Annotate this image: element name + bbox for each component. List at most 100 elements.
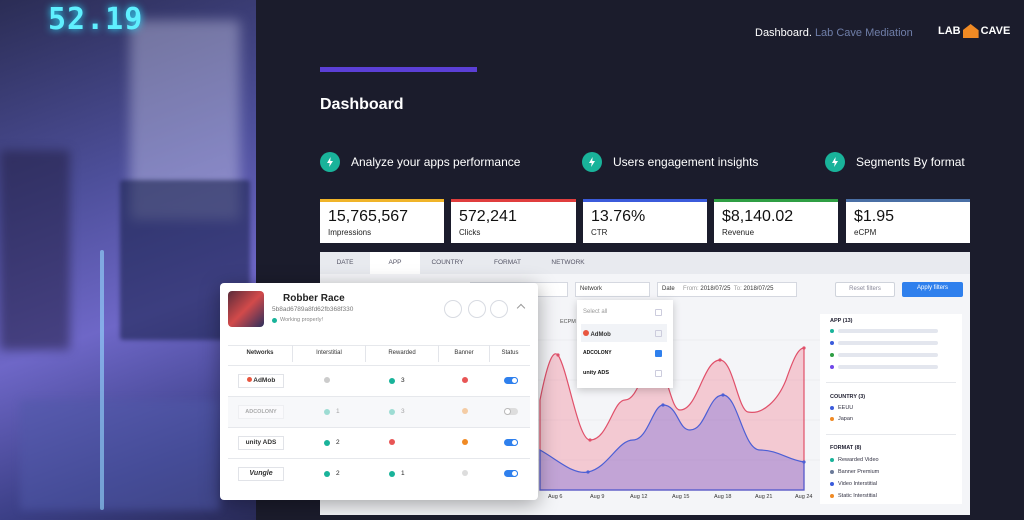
app-status: Working properly!: [272, 317, 323, 323]
sidebar-row: Banner Premium: [830, 469, 879, 475]
count: 2: [336, 439, 340, 446]
dot: [389, 377, 395, 384]
table-header: [228, 345, 530, 362]
circle: [588, 438, 592, 442]
tab[interactable]: NETWORK: [551, 259, 585, 266]
i: [504, 408, 511, 415]
blue-area: [539, 394, 805, 491]
checkbox[interactable]: [655, 370, 662, 377]
dot: [462, 408, 468, 414]
dropdown-hover: [581, 324, 667, 342]
date-filter[interactable]: Date From: 2018/07/25 To: 2018/07/25: [657, 282, 797, 297]
table-row: ADCOLONY 1 3: [228, 396, 530, 427]
photo-keyboard: [20, 400, 220, 510]
stat-value: 15,765,567: [328, 208, 409, 225]
dropdown-item[interactable]: Select all: [583, 309, 608, 315]
format: Static Interstitial: [838, 493, 877, 499]
stat-card: 572,241 Clicks: [451, 199, 576, 243]
tab[interactable]: COUNTRY: [431, 259, 464, 266]
dropdown-item[interactable]: ADCOLONY: [583, 350, 612, 356]
gbar: [838, 365, 938, 369]
i: [832, 157, 838, 167]
date-label: Date: [662, 286, 675, 292]
dropdown-item[interactable]: unity ADS: [583, 370, 610, 376]
table-row: AdMob 3: [228, 365, 530, 396]
status-toggle[interactable]: [504, 439, 518, 446]
i: [511, 377, 518, 384]
tab[interactable]: APP: [370, 252, 420, 274]
feature-icon: [582, 152, 602, 172]
dot: [324, 439, 330, 446]
dot: [389, 439, 395, 445]
feature: Users engagement insights: [582, 152, 758, 172]
stat-value: 572,241: [459, 208, 517, 225]
network-logo: Vungle: [238, 467, 284, 481]
checkbox[interactable]: [655, 330, 662, 337]
photo-clock: 52.19: [48, 2, 144, 37]
status-toggle[interactable]: [504, 377, 518, 384]
logo[interactable]: LAB CAVE: [938, 24, 1010, 38]
x-label: Aug 24: [795, 494, 813, 500]
checkbox-checked[interactable]: [655, 350, 662, 357]
interstitial-cell: 1: [324, 408, 340, 415]
dot: [389, 408, 395, 415]
dot: [830, 353, 834, 357]
rewarded-cell: 3: [389, 377, 405, 384]
stat-card: 13.76% CTR: [583, 199, 707, 243]
app-card: Robber Race 5b8ad6789a8fd62fb368f330 Wor…: [220, 283, 538, 500]
network-dropdown: Select all AdMob ADCOLONY unity ADS: [577, 300, 673, 388]
dropdown-text: AdMob: [590, 332, 611, 338]
circle: [556, 353, 560, 357]
sidebar-row: Static Interstitial: [830, 493, 877, 499]
i: [589, 157, 595, 167]
settings-button[interactable]: [490, 300, 508, 318]
stats-button[interactable]: [468, 300, 486, 318]
status-toggle[interactable]: [504, 470, 518, 477]
banner-cell: [462, 470, 468, 476]
banner-cell: [462, 439, 468, 445]
apply-button[interactable]: Apply filters: [902, 282, 963, 297]
network-logo: unity ADS: [238, 436, 284, 450]
dropdown-item[interactable]: AdMob: [583, 330, 611, 338]
format: Rewarded Video: [838, 457, 879, 463]
sidebar-row: Video Interstitial: [830, 481, 877, 487]
dot: [272, 317, 277, 323]
photo-glow: [100, 250, 104, 510]
sidebar-row: Rewarded Video: [830, 457, 879, 463]
from-date: 2018/07/25: [700, 286, 731, 292]
network-select[interactable]: Network: [575, 282, 650, 297]
section-title: APP (13): [830, 318, 853, 324]
divider: [826, 382, 956, 383]
tab[interactable]: DATE: [336, 259, 354, 266]
dot: [830, 329, 834, 333]
dot: [324, 408, 330, 415]
table-row: unity ADS 2: [228, 427, 530, 458]
dot: [830, 341, 834, 345]
section-title: FORMAT (8): [830, 445, 862, 451]
rewarded-cell: 3: [389, 408, 405, 415]
dot: [830, 458, 834, 462]
collapse-icon[interactable]: [516, 303, 526, 313]
reset-button[interactable]: Reset filters: [835, 282, 895, 297]
stat-card: 15,765,567 Impressions: [320, 199, 444, 243]
format: Banner Premium: [838, 469, 880, 475]
stat-card: $8,140.02 Revenue: [714, 199, 838, 243]
dot: [246, 377, 252, 382]
sidebar-row: [830, 341, 938, 345]
column-header: Status: [501, 350, 519, 356]
x-label: Aug 21: [755, 494, 773, 500]
edit-button[interactable]: [444, 300, 462, 318]
dot: [830, 494, 834, 498]
divider: [826, 434, 956, 435]
checkbox[interactable]: [655, 309, 662, 316]
x-label: Aug 9: [590, 494, 605, 500]
area-chart: [538, 339, 820, 491]
banner-cell: [462, 408, 468, 414]
count: 3: [401, 408, 405, 415]
tab[interactable]: FORMAT: [494, 259, 521, 266]
sidebar-row: [830, 329, 938, 333]
stat-label: eCPM: [854, 228, 877, 237]
logo-word: LAB: [938, 25, 961, 37]
status-toggle[interactable]: [504, 408, 518, 415]
